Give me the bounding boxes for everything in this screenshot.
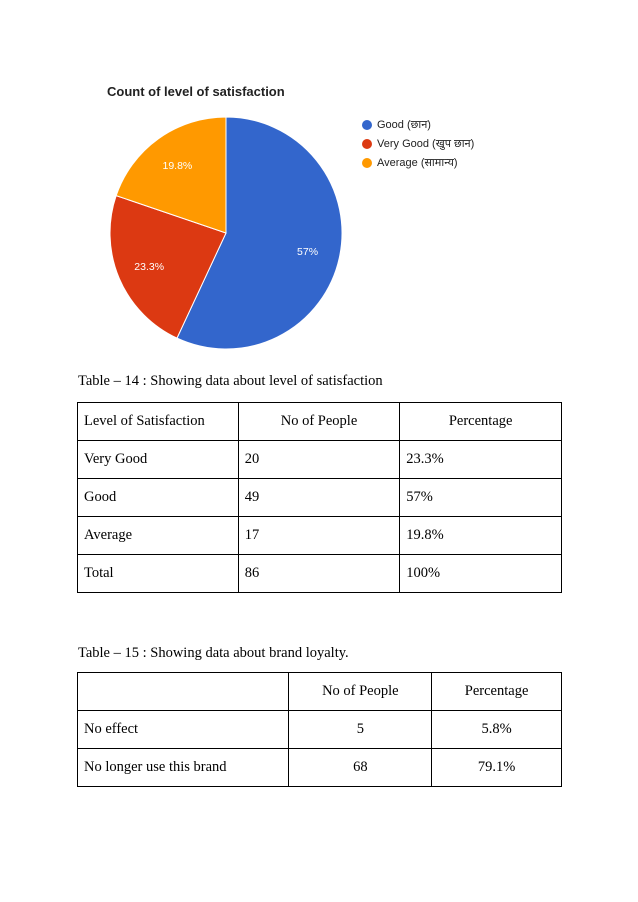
pie-slice-very-good	[109, 194, 227, 339]
table-cell: 86	[237, 554, 401, 593]
legend-item-very-good: Very Good (खुप छान)	[362, 134, 474, 153]
legend-swatch-very-good	[362, 138, 372, 149]
table-cell: 5	[288, 710, 433, 749]
pie-chart: 57% 23.3% 19.8%	[109, 116, 343, 350]
table-header-row: Level of Satisfaction No of People Perce…	[77, 402, 562, 441]
table-row: Average 17 19.8%	[77, 516, 562, 555]
table-cell: 49	[237, 478, 401, 517]
satisfaction-table: Level of Satisfaction No of People Perce…	[77, 402, 562, 593]
table-cell: Total	[77, 554, 239, 593]
table-row: No longer use this brand 68 79.1%	[76, 748, 562, 787]
table15-caption: Table – 15 : Showing data about brand lo…	[78, 645, 349, 661]
table-header-row: No of People Percentage	[76, 672, 562, 711]
table-row: No effect 5 5.8%	[76, 710, 562, 749]
table14-caption: Table – 14 : Showing data about level of…	[78, 373, 383, 389]
legend-label-average: Average (सामान्य)	[377, 157, 458, 169]
table-cell: Good	[77, 478, 239, 517]
header-cell: Percentage	[431, 672, 562, 711]
table-cell: No longer use this brand	[76, 748, 290, 787]
table-cell: Very Good	[77, 440, 239, 479]
header-cell: Level of Satisfaction	[77, 402, 239, 441]
chart-title: Count of level of satisfaction	[107, 84, 285, 99]
header-cell: No of People	[237, 402, 401, 441]
table-cell: 19.8%	[399, 516, 562, 555]
table-cell: 23.3%	[399, 440, 562, 479]
table-cell: 20	[237, 440, 401, 479]
table-cell: 79.1%	[431, 748, 562, 787]
table-cell: No effect	[76, 710, 290, 749]
header-cell	[76, 672, 290, 711]
chart-legend: Good (छान) Very Good (खुप छान) Average (…	[362, 115, 474, 172]
legend-label-very-good: Very Good (खुप छान)	[377, 138, 475, 150]
pie-label-average: 19.8%	[162, 160, 192, 172]
pie-label-very-good: 23.3%	[134, 261, 164, 273]
legend-swatch-good	[362, 119, 372, 130]
legend-swatch-average	[362, 157, 372, 168]
brand-loyalty-table: No of People Percentage No effect 5 5.8%…	[76, 672, 562, 787]
legend-item-good: Good (छान)	[362, 115, 474, 134]
table-cell: Average	[77, 516, 239, 555]
table-cell: 68	[288, 748, 433, 787]
table-cell: 100%	[399, 554, 562, 593]
header-cell: No of People	[288, 672, 433, 711]
legend-label-good: Good (छान)	[377, 119, 431, 131]
legend-item-average: Average (सामान्य)	[362, 153, 474, 172]
pie-slice-average	[115, 116, 227, 234]
table-cell: 5.8%	[431, 710, 562, 749]
table-row: Very Good 20 23.3%	[77, 440, 562, 479]
pie-label-good: 57%	[297, 246, 318, 258]
header-cell: Percentage	[399, 402, 562, 441]
pie-slice-good	[176, 116, 343, 350]
table-row: Good 49 57%	[77, 478, 562, 517]
table-cell: 17	[237, 516, 401, 555]
table-cell: 57%	[399, 478, 562, 517]
table-row: Total 86 100%	[77, 554, 562, 593]
